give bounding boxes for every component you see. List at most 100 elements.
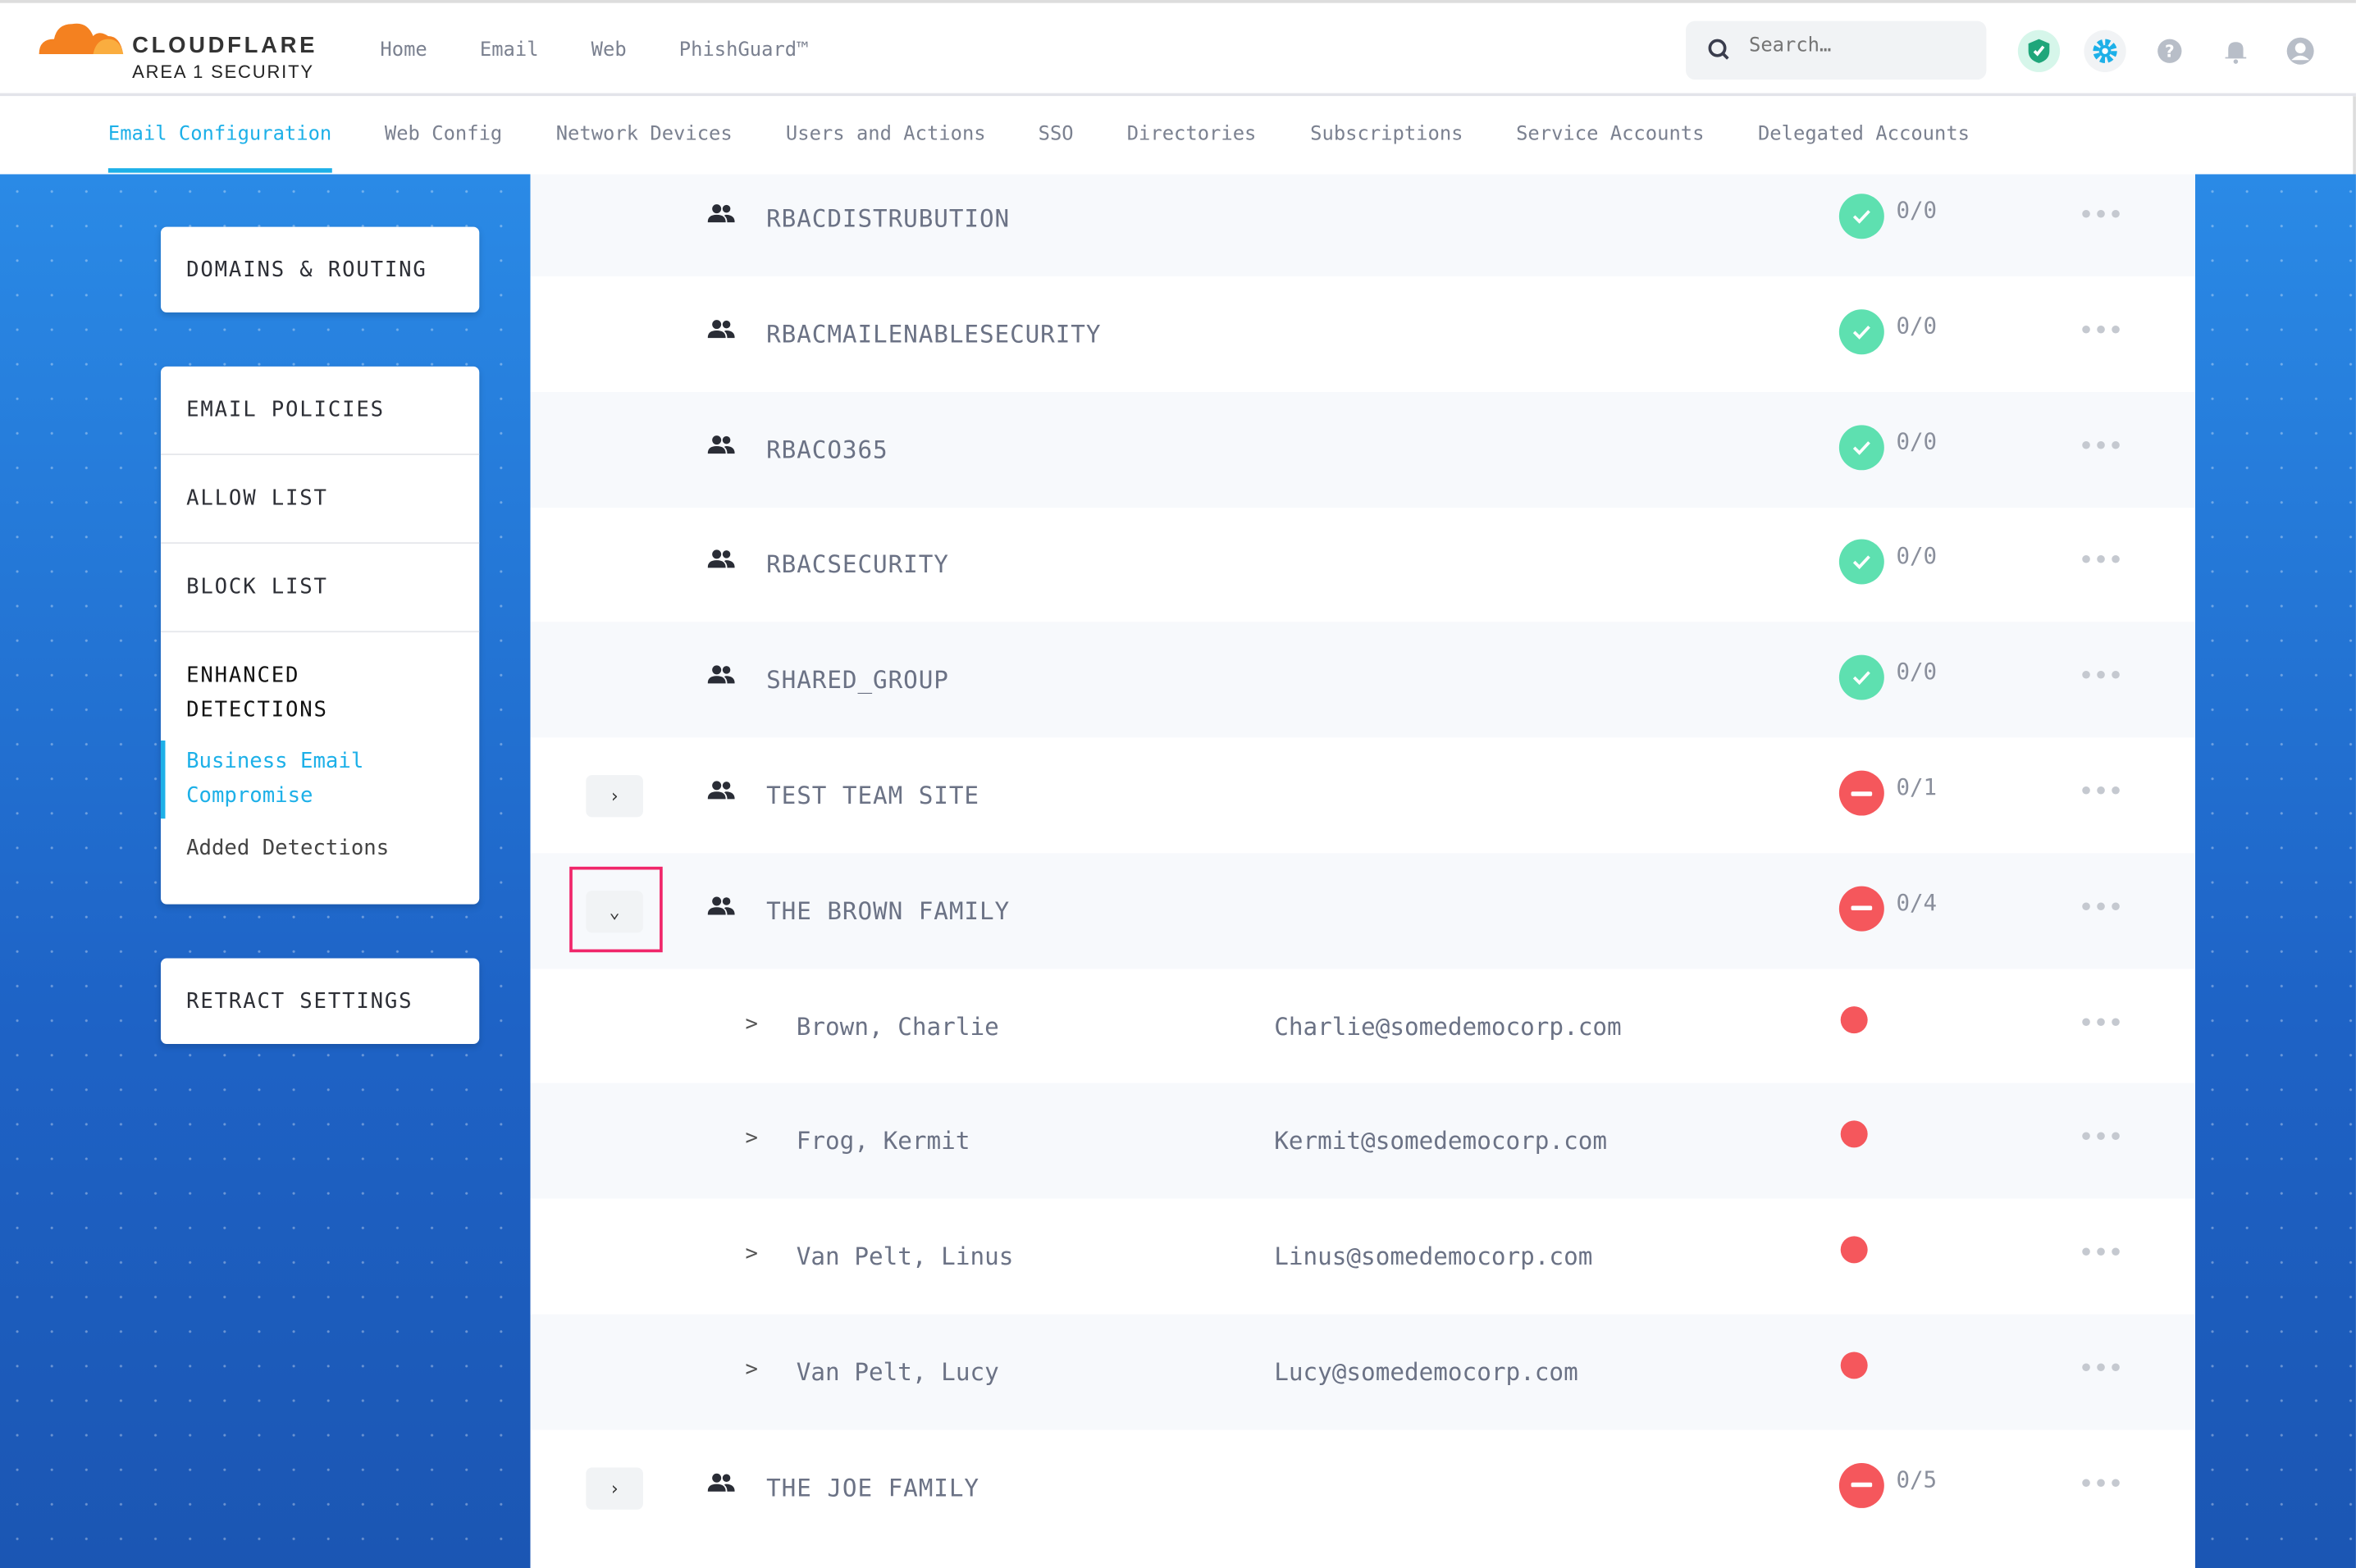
collapse-button[interactable]: ⌄ xyxy=(586,890,643,933)
more-options-icon[interactable]: ••• xyxy=(2078,545,2124,578)
group-name: RBACMAILENABLESECURITY xyxy=(766,319,1102,349)
member-email: Kermit@somedemocorp.com xyxy=(1274,1127,1608,1156)
user-icon[interactable] xyxy=(2280,30,2322,72)
search-input[interactable] xyxy=(1748,34,1960,57)
status-dot xyxy=(1840,1351,1868,1379)
chevron-right-icon: › xyxy=(609,1477,620,1499)
more-options-icon[interactable]: ••• xyxy=(2078,315,2124,347)
sidebar-item-block-list[interactable]: BLOCK LIST xyxy=(160,544,480,633)
cloud-logo-icon xyxy=(39,23,124,54)
svg-text:?: ? xyxy=(2165,42,2175,62)
group-icon xyxy=(707,317,735,345)
group-row[interactable]: › TEST TEAM SITE 0/1 ••• xyxy=(531,737,2195,853)
search-box[interactable] xyxy=(1686,21,1987,80)
group-icon xyxy=(707,547,735,576)
more-options-icon[interactable]: ••• xyxy=(2078,891,2124,924)
more-options-icon[interactable]: ••• xyxy=(2078,1353,2124,1385)
group-icon xyxy=(707,893,735,922)
tab-network-devices[interactable]: Network Devices xyxy=(555,123,733,146)
group-count: 0/0 xyxy=(1896,427,1938,455)
chevron-right-icon[interactable]: > xyxy=(745,1127,758,1151)
sidebar-item-enhanced-detections[interactable]: ENHANCED DETECTIONS xyxy=(186,663,328,722)
chevron-right-icon[interactable]: > xyxy=(745,1357,758,1383)
nav-home[interactable]: Home xyxy=(380,39,427,62)
member-email: Charlie@somedemocorp.com xyxy=(1274,1011,1622,1041)
more-options-icon[interactable]: ••• xyxy=(2078,1122,2124,1155)
check-circle-icon xyxy=(1838,540,1884,586)
member-row[interactable]: > Frog, Kermit Kermit@somedemocorp.com ••• xyxy=(530,1083,2195,1200)
group-icon xyxy=(707,778,735,807)
sub-nav: Email Configuration Web Config Network D… xyxy=(0,96,2356,175)
minus-circle-icon xyxy=(1838,1462,1884,1508)
tab-web-config[interactable]: Web Config xyxy=(384,123,503,146)
expand-button[interactable]: › xyxy=(586,775,643,818)
status-dot xyxy=(1840,1121,1868,1149)
tab-sso[interactable]: SSO xyxy=(1038,123,1074,146)
check-circle-icon xyxy=(1838,308,1884,354)
more-options-icon[interactable]: ••• xyxy=(2078,661,2124,693)
more-options-icon[interactable]: ••• xyxy=(2078,1238,2124,1270)
member-name: Van Pelt, Lucy xyxy=(796,1357,999,1387)
member-name: Brown, Charlie xyxy=(796,1011,999,1041)
minus-circle-icon xyxy=(1838,770,1884,816)
cloudflare-logo[interactable]: CLOUDFLARE AREA 1 SECURITY xyxy=(36,15,322,87)
member-email: Linus@somedemocorp.com xyxy=(1274,1242,1593,1271)
group-icon xyxy=(707,663,735,691)
group-icon xyxy=(707,432,735,461)
sidebar-item-business-email-compromise[interactable]: Business Email Compromise xyxy=(160,740,416,819)
check-circle-icon xyxy=(1838,424,1884,470)
group-row[interactable]: RBACDISTRUBUTION 0/0 ••• xyxy=(530,174,2195,277)
sidebar-item-added-detections[interactable]: Added Detections xyxy=(186,836,390,861)
member-row[interactable]: > Van Pelt, Linus Linus@somedemocorp.com ••… xyxy=(531,1199,2195,1315)
tab-service-accounts[interactable]: Service Accounts xyxy=(1516,123,1705,146)
more-options-icon[interactable]: ••• xyxy=(2078,1468,2124,1501)
bell-icon[interactable] xyxy=(2215,30,2257,72)
more-options-icon[interactable]: ••• xyxy=(2078,776,2124,809)
member-email: Lucy@somedemocorp.com xyxy=(1274,1357,1578,1387)
sidebar-card-domains: DOMAINS & ROUTING xyxy=(160,226,480,312)
active-tab-indicator xyxy=(107,168,332,173)
group-row[interactable]: RBACMAILENABLESECURITY 0/0 ••• xyxy=(531,276,2195,392)
more-options-icon[interactable]: ••• xyxy=(2078,1007,2124,1039)
nav-email[interactable]: Email xyxy=(479,39,539,62)
nav-phishguard[interactable]: PhishGuard™ xyxy=(678,39,809,62)
group-name: SHARED_GROUP xyxy=(766,665,949,695)
sidebar-item-retract-settings[interactable]: RETRACT SETTINGS xyxy=(186,989,413,1014)
group-row[interactable]: ⌄ THE BROWN FAMILY 0/4 ••• xyxy=(530,852,2195,969)
help-icon[interactable]: ? xyxy=(2148,30,2190,72)
tab-users-and-actions[interactable]: Users and Actions xyxy=(785,123,986,146)
group-row[interactable]: RBACSECURITY 0/0 ••• xyxy=(531,507,2195,622)
member-row[interactable]: > Van Pelt, Lucy Lucy@somedemocorp.com ••• xyxy=(530,1314,2195,1430)
chevron-right-icon[interactable]: > xyxy=(745,1242,758,1267)
chevron-right-icon: › xyxy=(609,785,620,807)
more-options-icon[interactable]: ••• xyxy=(2078,199,2124,232)
search-icon xyxy=(1708,39,1729,60)
nav-web[interactable]: Web xyxy=(591,39,627,62)
right-background xyxy=(2194,174,2356,1568)
sidebar-item-domains-routing[interactable]: DOMAINS & ROUTING xyxy=(186,258,427,282)
member-row[interactable]: > Brown, Charlie Charlie@somedemocorp.com •… xyxy=(531,969,2195,1084)
expand-button[interactable]: › xyxy=(586,1467,643,1510)
status-dot xyxy=(1840,1005,1868,1033)
group-row[interactable]: SHARED_GROUP 0/0 ••• xyxy=(530,622,2195,738)
more-options-icon[interactable]: ••• xyxy=(2078,430,2124,463)
chevron-right-icon[interactable]: > xyxy=(745,1011,758,1037)
sidebar-item-email-policies[interactable]: EMAIL POLICIES xyxy=(160,367,480,455)
tab-delegated-accounts[interactable]: Delegated Accounts xyxy=(1757,123,1970,146)
group-row[interactable]: RBACO365 0/0 ••• xyxy=(530,391,2195,508)
sidebar-card-policies: EMAIL POLICIES ALLOW LIST BLOCK LIST ENH… xyxy=(160,366,480,905)
member-name: Van Pelt, Linus xyxy=(796,1242,1014,1271)
gear-icon[interactable] xyxy=(2084,30,2126,72)
minus-circle-icon xyxy=(1838,886,1884,932)
chevron-down-icon: ⌄ xyxy=(609,900,620,923)
check-circle-icon xyxy=(1838,194,1884,239)
tab-directories[interactable]: Directories xyxy=(1126,123,1257,146)
shield-check-icon[interactable] xyxy=(2017,30,2061,72)
tab-subscriptions[interactable]: Subscriptions xyxy=(1310,123,1463,146)
group-count: 0/4 xyxy=(1896,888,1938,916)
tab-email-configuration[interactable]: Email Configuration xyxy=(107,123,332,146)
group-row[interactable]: › THE JOE FAMILY 0/5 ••• xyxy=(531,1429,2195,1545)
group-name: RBACO365 xyxy=(766,435,888,464)
sidebar-item-allow-list[interactable]: ALLOW LIST xyxy=(160,455,480,545)
